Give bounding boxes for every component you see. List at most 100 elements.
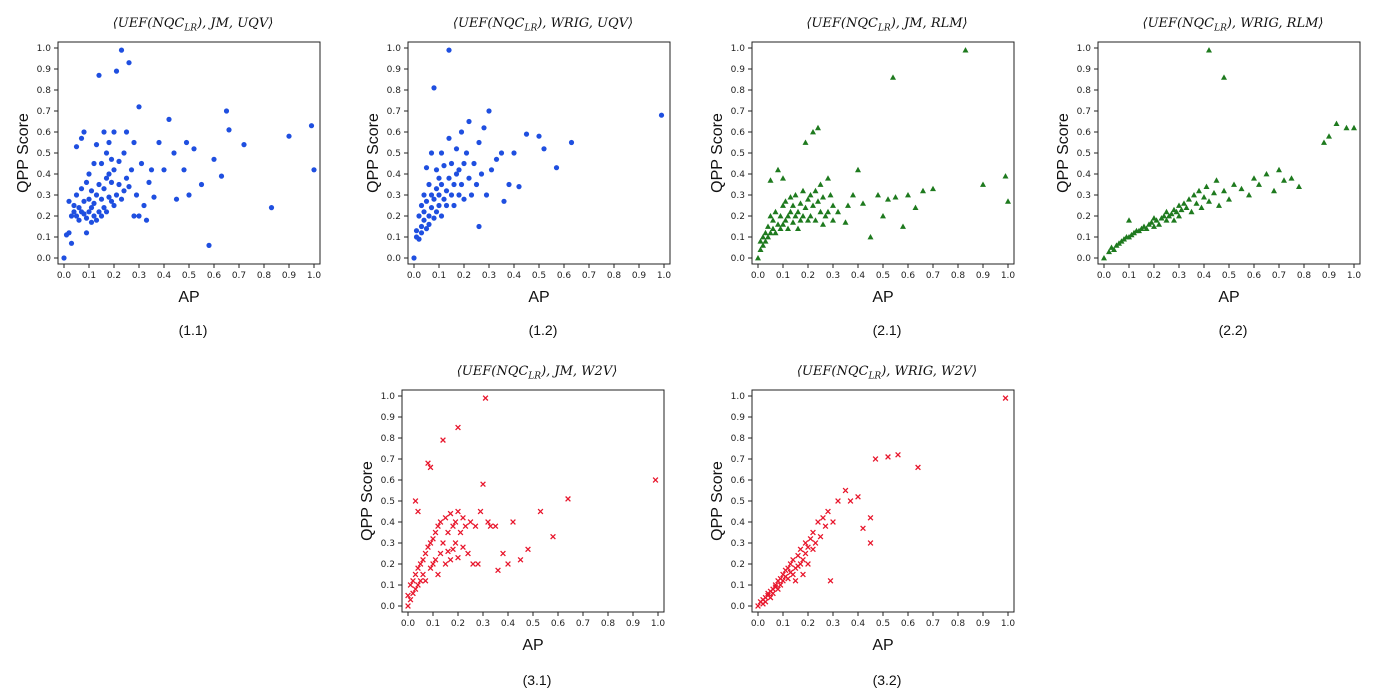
data-point: [797, 200, 804, 206]
data-point: [461, 196, 467, 202]
x-axis-label: AP: [872, 289, 893, 306]
data-point: [148, 167, 155, 173]
data-point: [785, 225, 791, 231]
x-tick-label: 0.6: [551, 619, 566, 629]
title-main: ⟨UEF(NQC: [452, 16, 525, 31]
data-point: [452, 519, 459, 525]
title-rest: ), JM, W2V⟩: [541, 364, 618, 379]
y-tick-label: 0.6: [731, 476, 746, 486]
x-tick-label: 1.0: [651, 619, 666, 629]
data-point: [802, 540, 809, 546]
data-point: [477, 508, 484, 515]
y-tick-label: 0.0: [381, 602, 396, 612]
y-tick-label: 0.1: [731, 233, 745, 243]
data-point: [83, 230, 90, 236]
data-point: [418, 202, 425, 209]
data-point: [458, 181, 465, 188]
data-point: [782, 198, 789, 204]
panel-2-2: ⟨UEF(NQCLR), WRIG, RLM⟩ 0.0 0.1 0.2 0.3 0.4 0…: [1046, 4, 1376, 344]
data-point: [113, 192, 120, 198]
data-point: [430, 561, 436, 567]
data-point: [88, 219, 95, 225]
data-point: [118, 47, 125, 53]
data-point: [441, 163, 447, 169]
data-point: [76, 205, 82, 211]
data-point: [418, 230, 425, 236]
x-tick-label: 1.0: [1001, 271, 1016, 281]
y-tick-label: 0.4: [387, 170, 402, 180]
panel-1-1: ⟨UEF(NQCLR), JM, UQV⟩ 0.0 0.1 0.2 0.3 0.4 0.5…: [6, 4, 336, 344]
x-tick-label: 0.2: [457, 271, 471, 281]
data-point: [435, 523, 441, 530]
data-point: [805, 561, 811, 567]
data-point: [820, 221, 826, 227]
x-tick-label: 0.3: [1172, 271, 1186, 281]
data-point: [460, 514, 466, 521]
data-point: [463, 150, 470, 156]
data-point: [762, 598, 769, 605]
data-point: [867, 540, 874, 546]
x-tick-label: 0.6: [901, 619, 916, 629]
data-point: [121, 188, 127, 194]
data-point: [810, 529, 816, 536]
data-point: [226, 127, 232, 133]
data-point: [565, 496, 571, 502]
data-point: [785, 213, 791, 219]
data-point: [471, 160, 477, 167]
x-tick-label: 0.5: [526, 619, 540, 629]
data-point: [417, 561, 424, 567]
scatter-plot-2-2: 0.0 0.1 0.2 0.3 0.4 0.5 0.6 0.7 0.8 0.9 1.0 0.0 0.1 0…: [1055, 41, 1361, 306]
data-point: [106, 194, 112, 200]
data-point: [895, 451, 901, 458]
x-tick-label: 0.5: [532, 271, 546, 281]
panel-3-1: ⟨UEF(NQCLR), JM, W2V⟩ 0.0 0.1 0.2 0.3 0.4 0.5…: [350, 352, 680, 692]
data-point: [430, 535, 436, 542]
data-point: [440, 437, 446, 443]
data-point: [467, 519, 474, 525]
x-tick-label: 0.9: [632, 271, 647, 281]
data-point: [797, 561, 804, 567]
data-point: [795, 225, 801, 231]
x-tick-label: 0.6: [901, 271, 916, 281]
data-point: [495, 567, 501, 574]
data-point: [486, 108, 492, 114]
data-point: [81, 198, 87, 204]
data-point: [760, 234, 766, 240]
x-tick-label: 0.4: [851, 619, 866, 629]
data-point: [1206, 198, 1212, 204]
data-point: [1106, 248, 1112, 255]
y-axis-label: QPP Score: [709, 113, 726, 193]
data-point: [415, 582, 421, 588]
data-point: [807, 535, 814, 542]
x-tick-label: 0.0: [401, 619, 416, 629]
data-point: [68, 213, 75, 219]
title-main: ⟨UEF(NQC: [112, 16, 185, 31]
data-point: [123, 129, 130, 135]
data-point: [775, 586, 781, 593]
data-point: [103, 175, 110, 181]
scatter-plot-2-1: 0.0 0.1 0.2 0.3 0.4 0.5 0.6 0.7 0.8 0.9 1.0 0.0 0.1 0…: [709, 41, 1016, 306]
y-tick-label: 0.6: [1077, 128, 1092, 138]
data-point: [446, 135, 452, 141]
data-point: [428, 192, 435, 198]
title-subscript: LR: [877, 23, 891, 34]
data-point: [423, 165, 430, 171]
x-tick-label: 1.0: [307, 271, 322, 281]
data-point: [86, 209, 92, 215]
data-point: [757, 246, 764, 252]
y-tick-label: 1.0: [37, 44, 52, 54]
data-point: [413, 228, 420, 234]
data-point: [890, 74, 896, 80]
y-tick-label: 0.1: [1077, 233, 1091, 243]
data-point: [96, 209, 102, 215]
data-point: [785, 575, 791, 582]
y-tick-label: 0.8: [731, 434, 746, 444]
data-point: [73, 144, 80, 150]
data-point: [777, 213, 784, 219]
panel-title: ⟨UEF(NQCLR), WRIG, UQV⟩: [378, 16, 708, 34]
y-tick-label: 0.5: [37, 149, 51, 159]
data-point: [797, 217, 804, 223]
x-tick-label: 0.9: [976, 619, 991, 629]
x-tick-label: 0.9: [626, 619, 641, 629]
data-point: [432, 556, 439, 563]
